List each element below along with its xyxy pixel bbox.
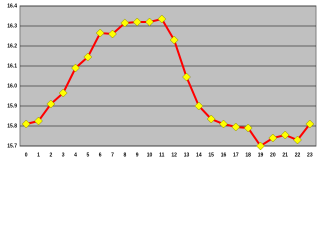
data-point [34, 116, 43, 126]
x-tick-label: 14 [196, 152, 202, 158]
x-tick-label: 4 [74, 152, 77, 158]
data-point [182, 72, 191, 82]
y-tick-label: 15.7 [7, 143, 17, 149]
data-point [132, 17, 142, 27]
plot-area [19, 5, 317, 147]
chart: 15.715.815.916.016.116.216.316.40 1 2 3 4 5 6 7… [7, 3, 317, 158]
y-tick-label: 16.0 [7, 83, 17, 89]
data-point [83, 52, 93, 62]
x-tick-label: 8 [123, 152, 126, 158]
data-point [157, 14, 167, 24]
x-tick-label: 6 [99, 152, 102, 158]
y-tick-label: 16.2 [7, 43, 17, 49]
data-point [194, 101, 204, 111]
data-point [293, 135, 302, 145]
data-point [305, 119, 315, 129]
data-point [21, 119, 31, 129]
data-point [145, 17, 154, 27]
x-tick-label: 17 [233, 152, 239, 158]
data-point [71, 63, 80, 73]
x-tick-label: 7 [111, 152, 114, 158]
y-tick-label: 16.1 [7, 63, 17, 69]
x-tick-label: 9 [136, 152, 139, 158]
x-tick-label: 5 [86, 152, 89, 158]
data-point [108, 29, 117, 39]
x-tick-label: 16 [221, 152, 227, 158]
data-point [169, 35, 179, 45]
x-tick-label: 23 [307, 152, 313, 158]
data-point [231, 122, 241, 132]
x-tick-label: 15 [208, 152, 214, 158]
x-tick-label: 1 [37, 152, 40, 158]
x-tick-label: 12 [171, 152, 177, 158]
x-tick-label: 10 [147, 152, 153, 158]
x-tick-label: 2 [49, 152, 52, 158]
data-point [280, 130, 290, 140]
x-tick-label: 18 [245, 152, 251, 158]
data-point [46, 99, 56, 109]
x-tick-label: 13 [184, 152, 190, 158]
data-point [95, 28, 105, 38]
x-tick-label: 19 [258, 152, 264, 158]
y-tick-label: 15.8 [7, 123, 17, 129]
data-point [268, 133, 278, 143]
x-tick-label: 22 [295, 152, 301, 158]
x-tick-label: 3 [62, 152, 65, 158]
data-point [256, 141, 265, 151]
y-tick-label: 16.3 [7, 23, 17, 29]
y-tick-label: 16.4 [7, 3, 17, 9]
x-tick-label: 11 [159, 152, 165, 158]
x-tick-label: 20 [270, 152, 276, 158]
data-point [58, 88, 68, 98]
data-point [219, 119, 228, 129]
data-point [206, 114, 216, 124]
y-tick-label: 15.9 [7, 103, 17, 109]
data-point [120, 18, 130, 28]
x-tick-label: 0 [25, 152, 28, 158]
x-tick-label: 21 [282, 152, 288, 158]
data-point [243, 123, 253, 133]
